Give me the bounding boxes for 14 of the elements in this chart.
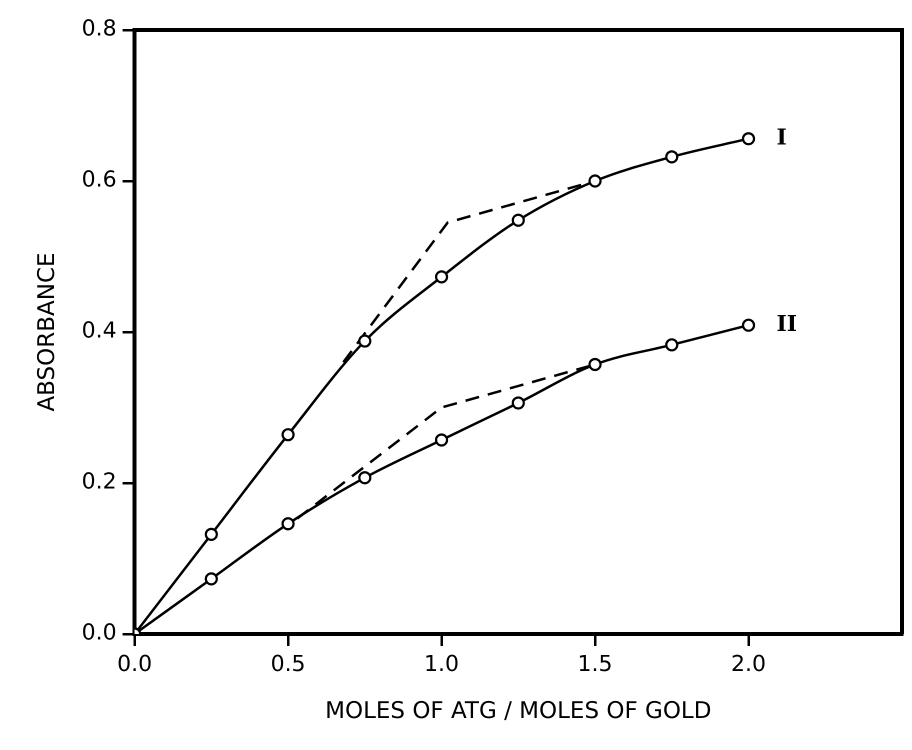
x-tick-label: 0.5 <box>270 652 306 677</box>
series-label: I <box>776 124 787 150</box>
x-axis-title: MOLES OF ATG / MOLES OF GOLD <box>325 698 712 724</box>
y-tick-label: 0.2 <box>82 470 117 495</box>
x-tick-label: 1.0 <box>424 652 460 677</box>
y-tick-label: 0.6 <box>82 168 117 193</box>
x-tick-label: 0.0 <box>117 652 152 677</box>
x-tick-label: 1.5 <box>578 652 613 677</box>
x-tick-label: 2.0 <box>731 652 766 677</box>
y-tick-label: 0.8 <box>82 16 117 42</box>
y-tick-label: 0.0 <box>82 620 117 646</box>
y-axis-title: ABSORBANCE <box>34 252 60 412</box>
series-label: II <box>776 310 798 337</box>
y-tick-label: 0.4 <box>82 318 117 344</box>
